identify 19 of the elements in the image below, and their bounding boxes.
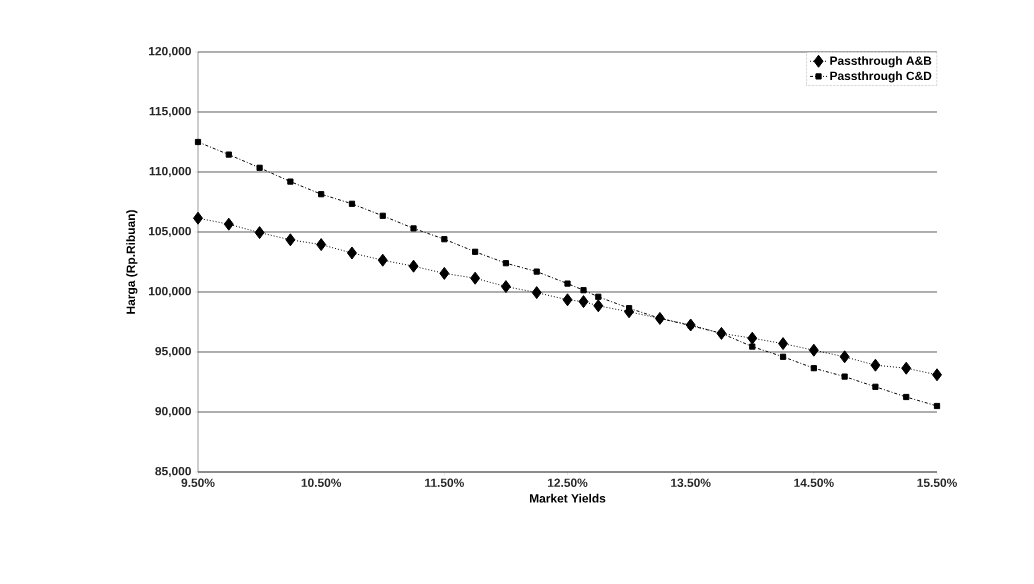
x-tick-label: 12.50% — [547, 478, 588, 487]
x-tick-label: 11.50% — [425, 478, 464, 487]
x-tick-label: 14.50% — [794, 478, 834, 487]
y-tick-label: 115,000 — [149, 106, 191, 118]
x-tick-label: 9.50% — [181, 478, 215, 487]
x-tick-label: 15.50% — [917, 478, 957, 487]
y-tick-label: 100,000 — [149, 286, 191, 298]
x-axis-title: Market Yields — [529, 493, 606, 503]
x-tick-label: 13.50% — [671, 478, 711, 488]
y-tick-label: 95,000 — [155, 346, 191, 358]
legend-label: Passthrough C&D — [830, 71, 932, 83]
y-tick-label: 110,000 — [149, 166, 191, 178]
y-tick-label: 85,000 — [155, 466, 191, 478]
legend-label: Passthrough A&B — [830, 56, 932, 68]
y-tick-label: 90,000 — [155, 406, 191, 418]
y-axis-title: Harga (Rp.Ribuan) — [126, 210, 138, 314]
y-tick-label: 120,000 — [149, 46, 191, 58]
y-tick-label: 105,000 — [149, 226, 191, 238]
x-tick-label: 10.50% — [301, 478, 342, 487]
